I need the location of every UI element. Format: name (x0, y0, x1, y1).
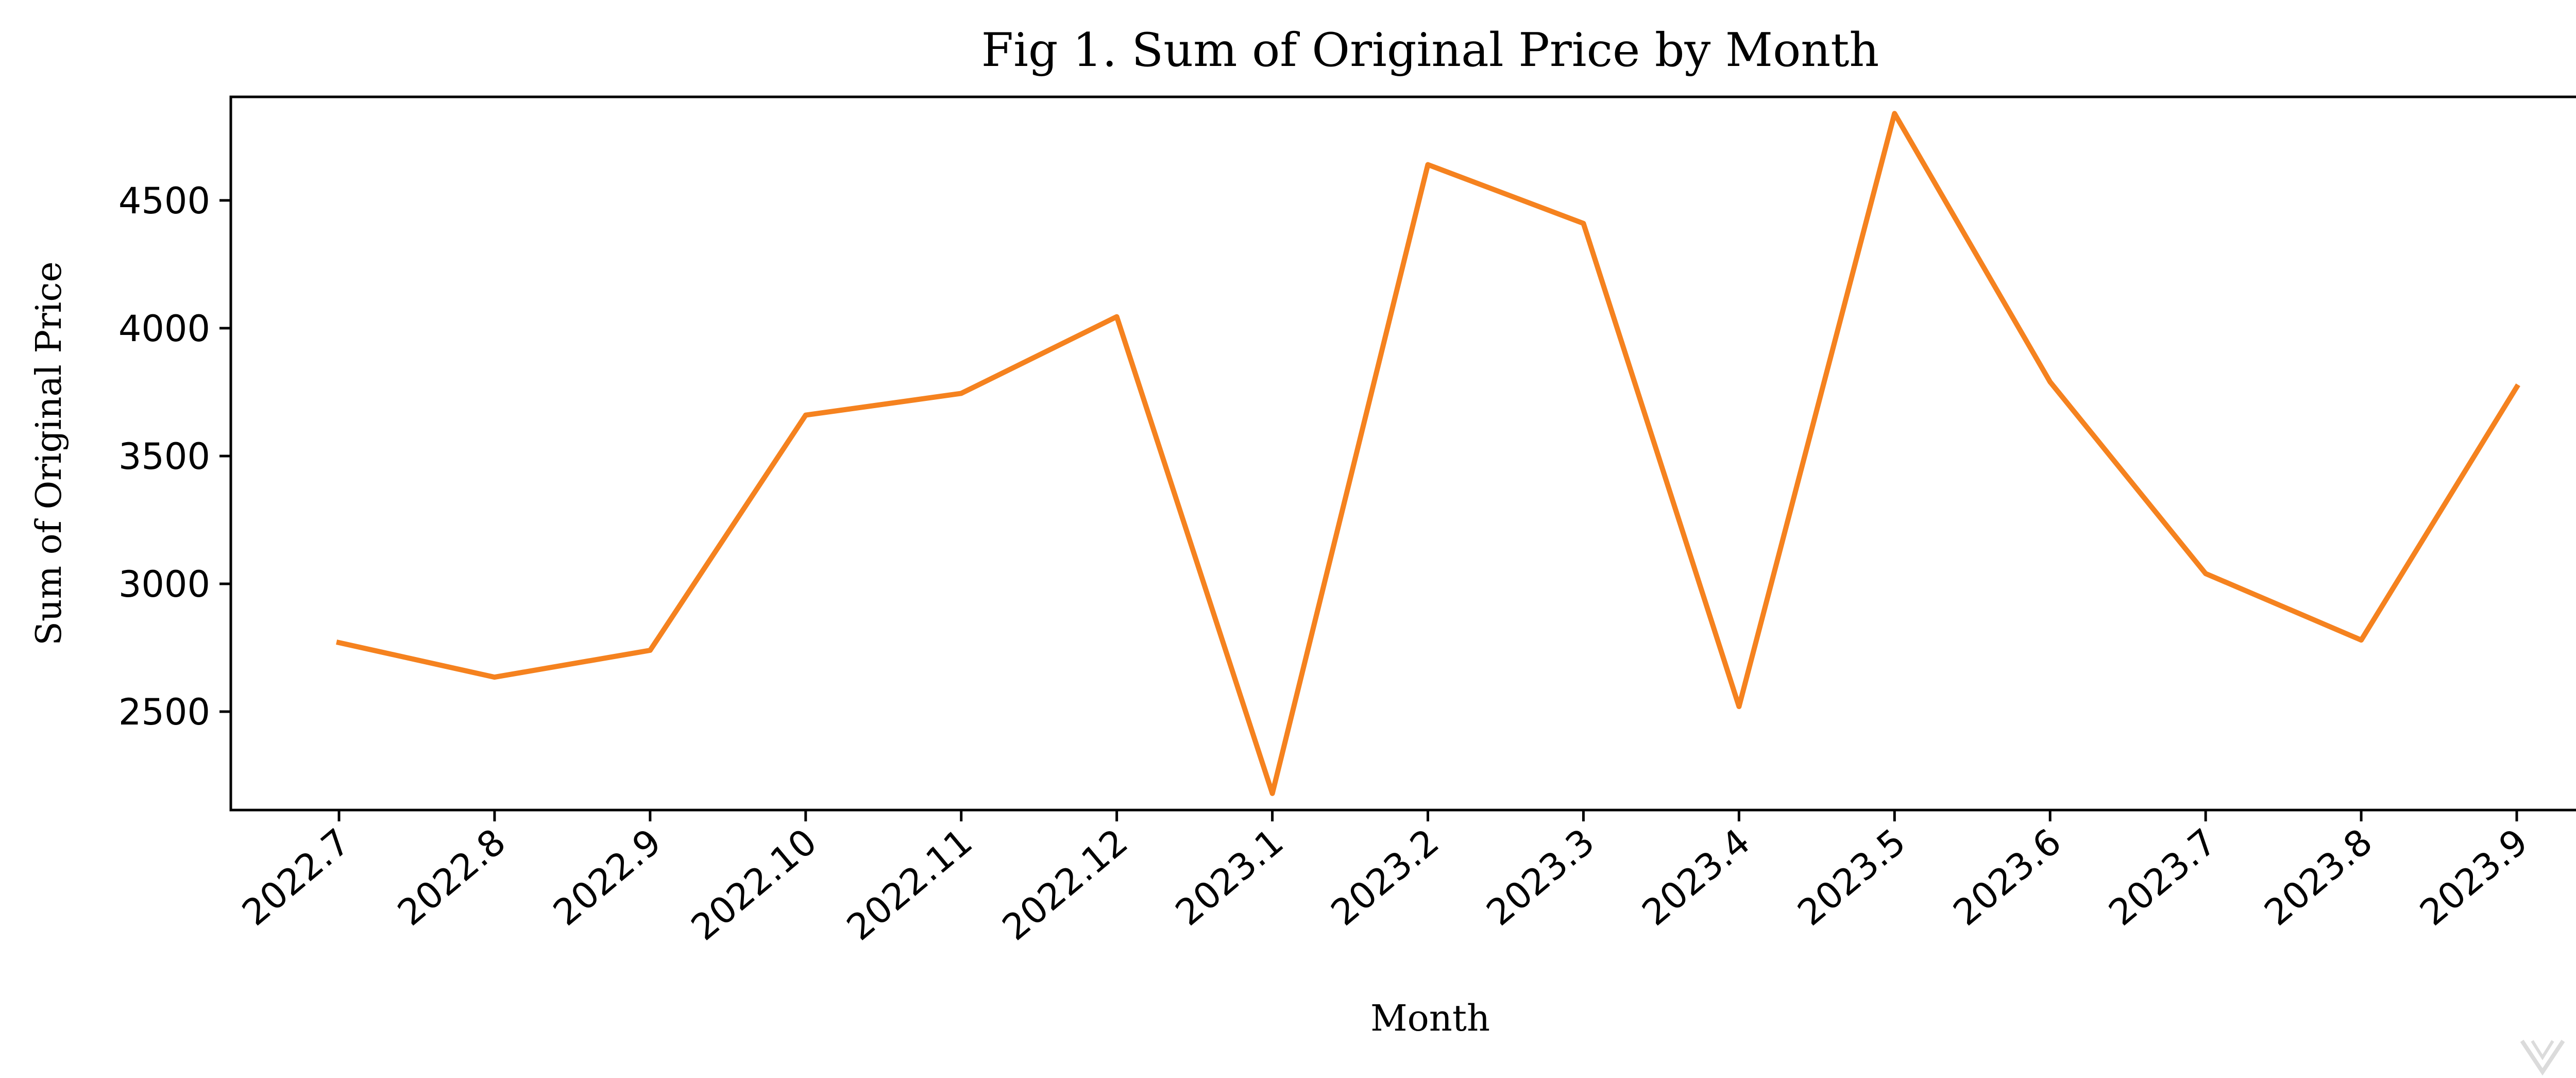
series-line (336, 111, 2520, 796)
watermark-logo (2520, 1039, 2565, 1076)
x-tick-label: 2023.9 (2412, 820, 2536, 934)
y-tick-label: 4000 (118, 308, 210, 350)
x-tick-label: 2023.7 (2101, 820, 2225, 934)
x-tick-label: 2023.2 (1323, 820, 1447, 934)
chart-title: Fig 1. Sum of Original Price by Month (981, 23, 1879, 77)
x-axis-ticks: 2022.7 2022.8 2022.9 2022.10 2022.11 2022.12 2… (234, 810, 2536, 949)
x-tick-label: 2022.9 (545, 820, 669, 934)
x-axis-label: Month (1370, 997, 1490, 1039)
x-tick-label: 2022.10 (683, 820, 824, 949)
y-axis-label: Sum of Original Price (29, 261, 70, 646)
x-tick-label: 2022.12 (994, 820, 1136, 949)
y-tick-label: 3000 (118, 563, 210, 605)
x-tick-label: 2022.8 (390, 820, 514, 934)
x-tick-label: 2023.3 (1479, 820, 1602, 934)
x-tick-label: 2023.8 (2257, 820, 2380, 934)
y-axis-ticks: 2500 3000 3500 4000 4500 (118, 180, 231, 733)
y-tick-label: 4500 (118, 180, 210, 222)
x-tick-label: 2023.6 (1945, 820, 2069, 934)
series-layer (336, 111, 2520, 796)
x-tick-label: 2022.11 (839, 820, 980, 949)
y-tick-label: 2500 (118, 691, 210, 733)
x-tick-label: 2023.1 (1167, 820, 1291, 934)
y-tick-label: 3500 (118, 435, 210, 478)
plot-area-frame (229, 95, 2576, 812)
x-tick-label: 2023.4 (1634, 820, 1758, 934)
x-tick-label: 2022.7 (234, 820, 358, 934)
x-tick-label: 2023.5 (1790, 820, 1913, 934)
